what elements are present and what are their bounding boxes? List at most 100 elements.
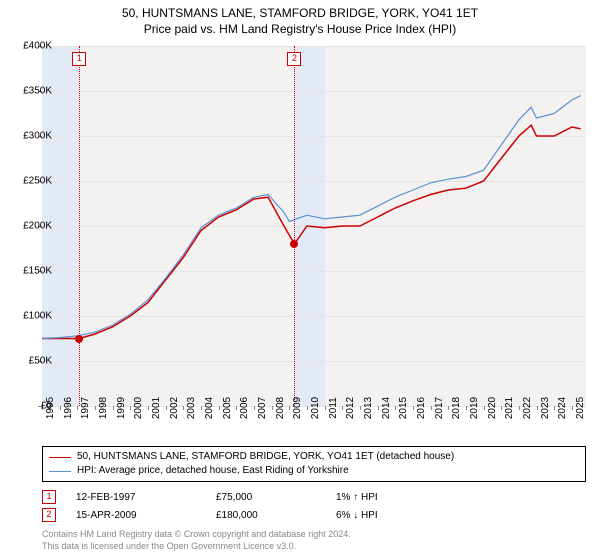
xtick <box>201 406 202 410</box>
xtick <box>60 406 61 410</box>
y-axis-label: £300K <box>23 131 52 142</box>
x-axis-label: 1999 <box>116 397 127 419</box>
x-axis-label: 2012 <box>345 397 356 419</box>
annotation-price-1: £75,000 <box>216 492 336 503</box>
legend-label-2: HPI: Average price, detached house, East… <box>77 464 349 478</box>
footnote-line1: Contains HM Land Registry data © Crown c… <box>42 528 351 540</box>
y-axis-label: £400K <box>23 41 52 52</box>
xtick <box>342 406 343 410</box>
y-axis-label: £150K <box>23 266 52 277</box>
x-axis-label: 2000 <box>133 397 144 419</box>
annotation-delta-1: 1% ↑ HPI <box>336 492 436 503</box>
footnote: Contains HM Land Registry data © Crown c… <box>42 528 351 552</box>
xtick <box>501 406 502 410</box>
annotation-marker-1: 1 <box>42 490 56 504</box>
x-axis-label: 2001 <box>151 397 162 419</box>
x-axis-label: 2017 <box>434 397 445 419</box>
legend-item-2: HPI: Average price, detached house, East… <box>49 464 579 478</box>
x-axis-label: 2014 <box>381 397 392 419</box>
x-axis-label: 2022 <box>522 397 533 419</box>
xtick <box>289 406 290 410</box>
x-axis-label: 1995 <box>45 397 56 419</box>
xtick <box>95 406 96 410</box>
event-dot <box>75 335 83 343</box>
xtick <box>395 406 396 410</box>
x-axis-label: 2002 <box>169 397 180 419</box>
xtick <box>554 406 555 410</box>
x-axis-label: 1996 <box>63 397 74 419</box>
x-axis-label: 2024 <box>557 397 568 419</box>
x-axis-label: 2011 <box>328 397 339 419</box>
xtick <box>148 406 149 410</box>
xtick <box>183 406 184 410</box>
event-marker: 2 <box>287 52 301 66</box>
xtick <box>537 406 538 410</box>
x-axis-label: 2021 <box>504 397 515 419</box>
legend-item-1: 50, HUNTSMANS LANE, STAMFORD BRIDGE, YOR… <box>49 450 579 464</box>
title-line1: 50, HUNTSMANS LANE, STAMFORD BRIDGE, YOR… <box>0 6 600 20</box>
xtick <box>219 406 220 410</box>
event-line <box>79 46 80 406</box>
x-axis-label: 2023 <box>540 397 551 419</box>
x-axis-label: 2007 <box>257 397 268 419</box>
chart-container: 50, HUNTSMANS LANE, STAMFORD BRIDGE, YOR… <box>0 0 600 560</box>
y-axis-label: £200K <box>23 221 52 232</box>
line-svg <box>42 46 586 406</box>
series-price_paid <box>42 125 581 338</box>
x-axis-label: 2019 <box>469 397 480 419</box>
x-axis-label: 2025 <box>575 397 586 419</box>
legend-swatch-1 <box>49 457 71 458</box>
event-line <box>294 46 295 406</box>
annotation-marker-2: 2 <box>42 508 56 522</box>
xtick <box>466 406 467 410</box>
annotation-date-1: 12-FEB-1997 <box>76 492 216 503</box>
annotation-delta-2: 6% ↓ HPI <box>336 510 436 521</box>
xtick <box>413 406 414 410</box>
legend: 50, HUNTSMANS LANE, STAMFORD BRIDGE, YOR… <box>42 446 586 482</box>
series-hpi <box>42 96 581 339</box>
annotation-row-1: 1 12-FEB-1997 £75,000 1% ↑ HPI <box>42 488 586 506</box>
xtick <box>484 406 485 410</box>
xtick <box>130 406 131 410</box>
x-axis-label: 2006 <box>239 397 250 419</box>
title-block: 50, HUNTSMANS LANE, STAMFORD BRIDGE, YOR… <box>0 0 600 36</box>
annotation-date-2: 15-APR-2009 <box>76 510 216 521</box>
x-axis-label: 2003 <box>186 397 197 419</box>
xtick <box>254 406 255 410</box>
annotation-price-2: £180,000 <box>216 510 336 521</box>
x-axis-label: 2013 <box>363 397 374 419</box>
x-axis-label: 2015 <box>398 397 409 419</box>
xtick <box>360 406 361 410</box>
x-axis-label: 1997 <box>80 397 91 419</box>
legend-swatch-2 <box>49 471 71 472</box>
x-axis-label: 2018 <box>451 397 462 419</box>
x-axis-label: 2008 <box>275 397 286 419</box>
annotation-table: 1 12-FEB-1997 £75,000 1% ↑ HPI 2 15-APR-… <box>42 488 586 524</box>
x-axis-label: 2005 <box>222 397 233 419</box>
title-line2: Price paid vs. HM Land Registry's House … <box>0 22 600 36</box>
x-axis-label: 2004 <box>204 397 215 419</box>
event-marker: 1 <box>72 52 86 66</box>
legend-label-1: 50, HUNTSMANS LANE, STAMFORD BRIDGE, YOR… <box>77 450 454 464</box>
chart-area: 12 <box>42 46 586 406</box>
xtick <box>448 406 449 410</box>
y-axis-label: £50K <box>29 356 52 367</box>
y-axis-label: £250K <box>23 176 52 187</box>
x-axis-label: 1998 <box>98 397 109 419</box>
xtick <box>431 406 432 410</box>
xtick <box>272 406 273 410</box>
x-axis-label: 2009 <box>292 397 303 419</box>
footnote-line2: This data is licensed under the Open Gov… <box>42 540 351 552</box>
xtick <box>236 406 237 410</box>
x-axis-label: 2016 <box>416 397 427 419</box>
xtick <box>378 406 379 410</box>
xtick <box>307 406 308 410</box>
x-axis-label: 2010 <box>310 397 321 419</box>
xtick <box>113 406 114 410</box>
x-axis-label: 2020 <box>487 397 498 419</box>
xtick <box>325 406 326 410</box>
annotation-row-2: 2 15-APR-2009 £180,000 6% ↓ HPI <box>42 506 586 524</box>
xtick <box>572 406 573 410</box>
xtick <box>77 406 78 410</box>
xtick <box>519 406 520 410</box>
